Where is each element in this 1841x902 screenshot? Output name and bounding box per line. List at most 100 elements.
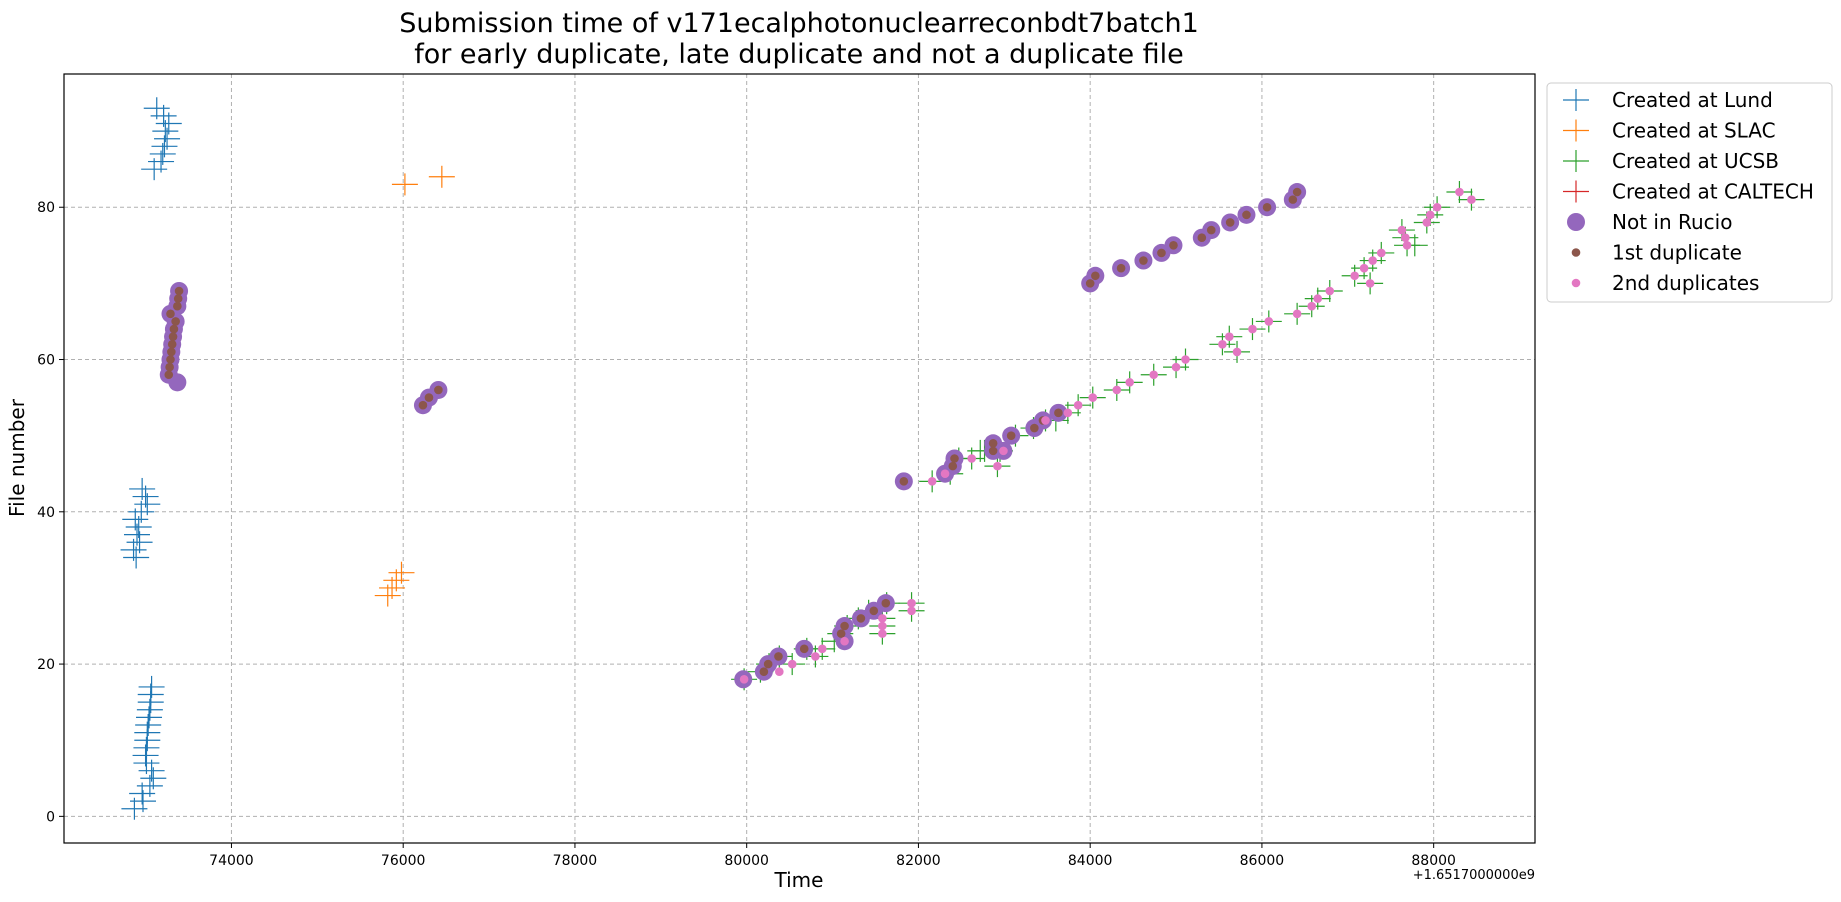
data-point (1181, 355, 1190, 364)
data-point (869, 606, 879, 616)
data-point (1325, 286, 1335, 296)
legend-entry: Created at Lund (1563, 88, 1773, 112)
legend-box (1546, 82, 1833, 303)
data-point (1091, 271, 1100, 281)
x-tick-label: 78000 (553, 853, 598, 869)
legend-entry: 2nd duplicates (1571, 271, 1759, 295)
data-point (1006, 431, 1016, 440)
legend-entry: Created at SLAC (1563, 119, 1776, 143)
data-point (424, 393, 434, 402)
y-tick-label: 60 (37, 353, 55, 369)
x-axis-label: Time (774, 868, 824, 892)
grid (64, 74, 1535, 843)
data-point (1350, 271, 1359, 281)
legend-marker (1563, 89, 1589, 111)
data-point (774, 652, 783, 661)
data-point (907, 606, 916, 616)
legend-marker (1563, 150, 1589, 172)
data-point (141, 158, 168, 181)
data-point (166, 309, 175, 319)
plot-frame (63, 73, 1536, 844)
chart-title-line-1: Submission time of v171ecalphotonuclearr… (399, 8, 1199, 39)
data-point (164, 370, 174, 380)
x-tick-label: 74000 (209, 853, 254, 869)
data-point (1088, 393, 1098, 402)
data-point (948, 461, 958, 471)
data-point (1085, 279, 1095, 288)
data-point (1313, 294, 1323, 303)
data-point (763, 659, 773, 669)
series-5 (164, 187, 1302, 676)
data-point (878, 629, 887, 638)
data-point (1063, 408, 1073, 418)
data-point (1157, 248, 1166, 258)
data-point (1030, 423, 1039, 433)
data-point (1073, 400, 1083, 410)
data-point (988, 446, 998, 456)
series-4 (159, 183, 1307, 689)
data-point (169, 324, 179, 334)
legend-marker (1563, 119, 1589, 142)
data-point (173, 294, 183, 303)
data-point (1206, 225, 1216, 235)
data-point (428, 165, 455, 188)
data-point (1365, 279, 1375, 288)
data-point (1218, 339, 1227, 349)
legend-label: Not in Rucio (1612, 210, 1732, 234)
data-point (878, 614, 887, 623)
data-point (787, 659, 797, 669)
legend-label: Created at SLAC (1612, 119, 1776, 143)
data-point (1169, 241, 1178, 250)
legend-marker (1571, 278, 1581, 288)
data-point (836, 629, 846, 638)
axis-ticks: 74000 76000 78000 80000 82000 84000 86000 88000… (37, 200, 1456, 869)
legend-label: 1st duplicate (1612, 241, 1742, 265)
y-axis-label: File number (5, 398, 29, 517)
data-point (1225, 218, 1235, 227)
data-point (907, 598, 916, 608)
data-point (1262, 202, 1272, 212)
series-1 (374, 165, 455, 607)
x-offset-label: +1.6517000000e9 (1413, 868, 1535, 883)
x-tick-label: 80000 (724, 853, 769, 869)
data-point (121, 797, 148, 820)
data-point (1467, 195, 1476, 204)
data-point (173, 301, 182, 311)
data-point (999, 446, 1008, 456)
data-point (165, 362, 174, 372)
legend-entry: Not in Rucio (1567, 210, 1732, 234)
series-6 (739, 187, 1476, 684)
data-point (950, 454, 959, 463)
data-point (927, 477, 937, 486)
data-point (1359, 263, 1369, 273)
data-point (899, 477, 909, 486)
y-tick-label: 40 (37, 505, 55, 521)
data-point (1368, 256, 1378, 265)
data-point (881, 598, 891, 608)
legend: Created at Lund Created at SLAC Created at… (1546, 82, 1833, 303)
data-point (171, 317, 180, 326)
data-point (988, 438, 998, 448)
data-point (811, 652, 820, 661)
data-point (817, 644, 827, 654)
legend-label: 2nd duplicates (1612, 271, 1759, 295)
legend-label: Created at UCSB (1612, 149, 1779, 173)
data-point (1116, 263, 1126, 273)
data-point (168, 373, 187, 392)
legend-entry: Created at UCSB (1563, 149, 1779, 173)
data-point (1422, 218, 1432, 227)
data-point (1397, 225, 1407, 235)
data-point (391, 173, 418, 196)
data-point (799, 644, 809, 654)
x-tick-label: 76000 (381, 853, 426, 869)
data-point (878, 621, 887, 631)
data-point (1401, 233, 1410, 242)
x-tick-label: 86000 (1240, 853, 1285, 869)
plot-marks (120, 97, 1485, 820)
data-point (759, 667, 769, 676)
data-point (174, 286, 184, 296)
data-point (123, 546, 150, 569)
data-point (840, 621, 849, 631)
data-point (856, 614, 866, 623)
